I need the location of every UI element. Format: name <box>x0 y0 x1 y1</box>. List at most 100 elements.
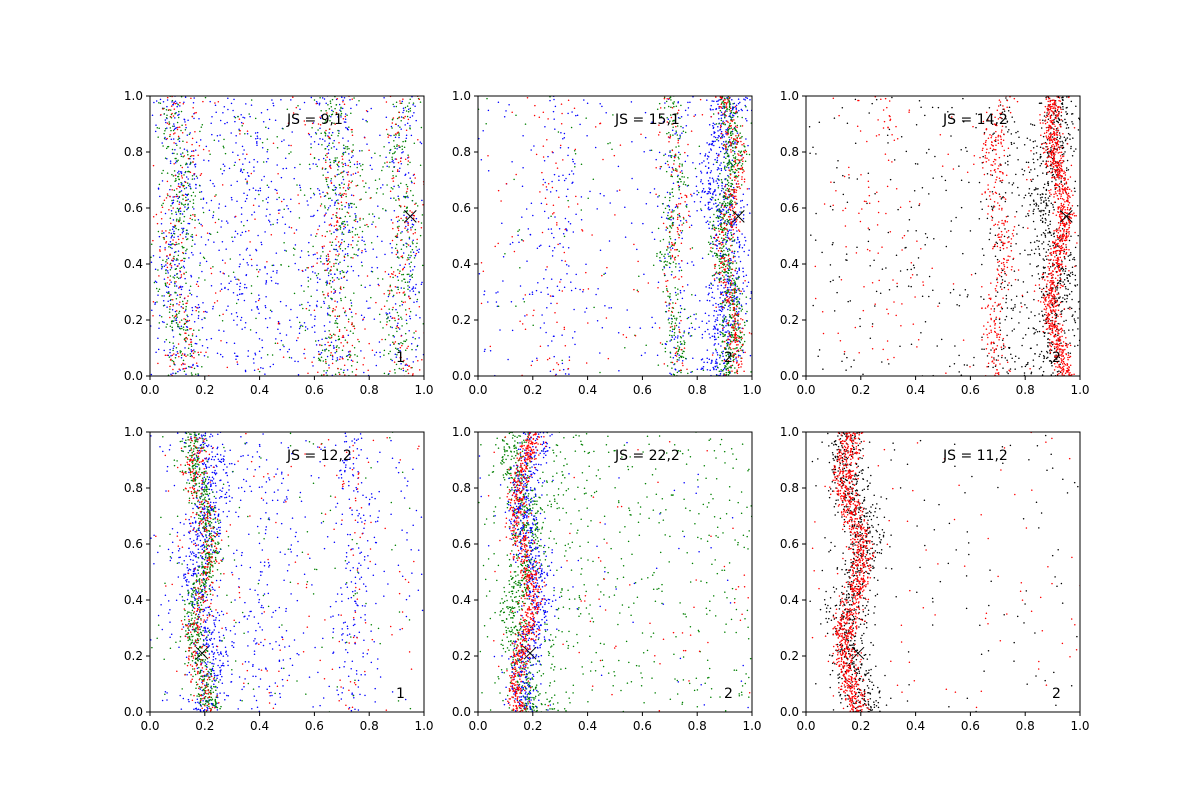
scatter-point <box>406 195 409 197</box>
scatter-point <box>331 354 334 357</box>
scatter-point <box>189 352 192 355</box>
scatter-point <box>169 127 172 129</box>
scatter-point <box>353 253 355 255</box>
scatter-point <box>725 247 728 249</box>
scatter-point <box>397 286 399 289</box>
scatter-point <box>341 208 343 210</box>
scatter-point <box>714 265 716 267</box>
scatter-point <box>365 110 368 112</box>
scatter-point <box>549 191 552 193</box>
scatter-point <box>678 197 680 200</box>
scatter-point <box>329 344 332 347</box>
scatter-point <box>166 270 169 272</box>
scatter-point <box>331 131 334 134</box>
scatter-point <box>663 154 665 157</box>
scatter-point <box>412 217 415 219</box>
scatter-point <box>727 236 729 239</box>
scatter-point <box>265 161 268 163</box>
scatter-point <box>163 295 165 297</box>
scatter-point <box>238 293 241 296</box>
scatter-point <box>678 151 680 154</box>
scatter-point <box>342 187 345 189</box>
scatter-point <box>176 218 178 221</box>
scatter-point <box>268 219 270 222</box>
scatter-point <box>293 232 296 234</box>
scatter-point <box>406 122 409 125</box>
scatter-point <box>258 205 260 207</box>
scatter-point <box>314 340 317 342</box>
scatter-point <box>725 157 727 159</box>
scatter-point <box>718 279 721 282</box>
scatter-point <box>186 328 189 331</box>
scatter-point <box>221 320 224 322</box>
scatter-point <box>643 151 645 153</box>
scatter-point <box>338 173 340 176</box>
scatter-point <box>213 185 216 187</box>
scatter-point <box>730 182 732 185</box>
scatter-point <box>189 292 191 295</box>
scatter-point <box>676 181 679 183</box>
scatter-point <box>200 191 203 193</box>
scatter-point <box>355 218 357 221</box>
scatter-point <box>185 373 187 375</box>
scatter-point <box>671 325 673 328</box>
scatter-point <box>723 191 725 193</box>
scatter-point <box>342 286 345 289</box>
scatter-point <box>674 336 677 338</box>
scatter-point <box>316 233 318 235</box>
scatter-point <box>184 124 187 126</box>
scatter-point <box>727 305 730 307</box>
scatter-point <box>380 308 383 310</box>
scatter-point <box>266 148 269 151</box>
scatter-point <box>184 121 186 123</box>
scatter-point <box>167 257 170 259</box>
scatter-point <box>323 262 326 265</box>
scatter-point <box>254 132 257 134</box>
scatter-point <box>536 247 539 250</box>
scatter-point <box>180 354 183 357</box>
scatter-point <box>386 161 388 163</box>
scatter-point <box>681 229 684 232</box>
scatter-point <box>668 296 671 299</box>
scatter-point <box>394 347 397 349</box>
scatter-point <box>272 142 275 144</box>
scatter-point <box>730 134 732 137</box>
scatter-point <box>352 360 354 362</box>
scatter-point <box>741 305 743 308</box>
scatter-point <box>676 134 679 136</box>
scatter-point <box>336 276 339 279</box>
scatter-point <box>171 188 173 191</box>
scatter-point <box>327 259 329 262</box>
scatter-point <box>409 275 411 277</box>
scatter-point <box>349 356 351 358</box>
scatter-point <box>314 131 317 134</box>
scatter-point <box>723 168 726 170</box>
scatter-point <box>245 274 247 277</box>
scatter-point <box>177 210 180 213</box>
scatter-point <box>179 293 181 296</box>
scatter-point <box>179 270 181 272</box>
scatter-point <box>169 348 171 351</box>
scatter-point <box>678 234 681 236</box>
scatter-point <box>727 258 730 261</box>
scatter-point <box>347 185 350 187</box>
scatter-point <box>174 319 176 321</box>
scatter-point <box>511 241 514 244</box>
scatter-point <box>363 357 365 359</box>
scatter-point <box>314 318 316 320</box>
scatter-point <box>266 108 269 111</box>
scatter-point <box>667 105 670 108</box>
scatter-point <box>155 281 158 283</box>
scatter-point <box>330 113 333 116</box>
scatter-point <box>253 369 256 372</box>
scatter-point <box>708 314 710 317</box>
scatter-point <box>576 114 579 116</box>
scatter-point <box>347 254 349 257</box>
scatter-point <box>153 281 156 284</box>
scatter-point <box>170 373 172 376</box>
scatter-point <box>560 132 562 134</box>
scatter-point <box>301 303 303 306</box>
scatter-point <box>171 359 173 362</box>
scatter-point <box>338 246 340 248</box>
scatter-point <box>398 111 401 114</box>
